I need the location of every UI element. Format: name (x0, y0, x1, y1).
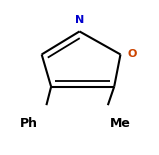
Text: O: O (128, 49, 137, 60)
Text: N: N (75, 15, 84, 24)
Text: Ph: Ph (20, 117, 38, 130)
Text: Me: Me (110, 117, 131, 130)
